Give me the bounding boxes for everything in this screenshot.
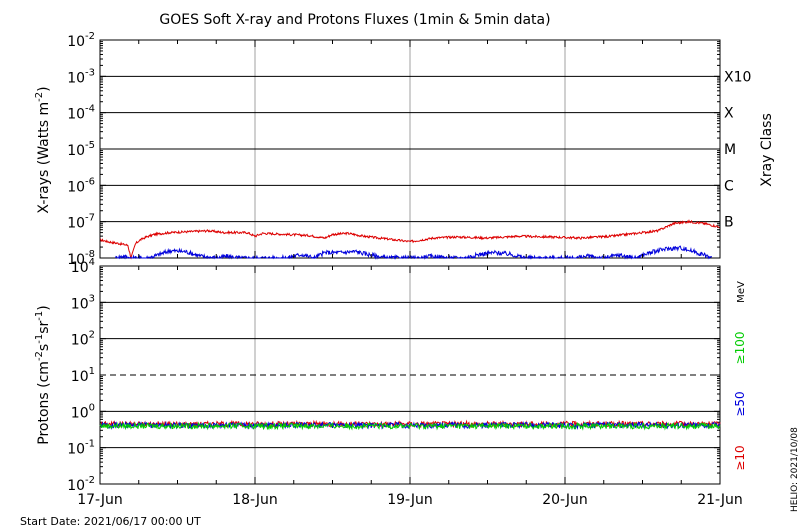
xray-panel: 10-810-710-610-510-410-310-2BCMXX10Xray … [34, 31, 775, 268]
y-tick-label: 103 [71, 293, 95, 312]
y-tick-label: 10-7 [67, 213, 95, 232]
energy-label: ≥10 [733, 445, 747, 470]
y-tick-label: 10-4 [67, 104, 95, 123]
x-tick-label: 19-Jun [387, 492, 433, 508]
y-tick-label: 10-5 [67, 140, 95, 159]
mev-label: MeV [736, 281, 747, 303]
y-tick-label: 101 [71, 366, 95, 385]
proton-y-axis-end: ) [36, 305, 52, 310]
xray-class-label: C [724, 178, 734, 194]
y-tick-label: 10-3 [67, 67, 95, 86]
y-tick-exponent: -6 [85, 176, 95, 187]
y-tick-exponent: -4 [85, 104, 95, 115]
proton-panel: 1 0 -2 10-1 100 101 102 103 104 MeV ≥100 ≥50 ≥10 Prot… [34, 257, 747, 494]
y-tick-label: 100 [71, 402, 95, 421]
y-tick-exponent: 2 [89, 330, 95, 341]
xray-class-label: X10 [724, 69, 751, 85]
time-axis: 17-Jun 18-Jun 19-Jun 20-Jun 21-Jun [77, 40, 743, 508]
x-tick-label: 17-Jun [77, 492, 123, 508]
proton-y-axis-exponent: -2 [34, 351, 45, 361]
xray-short-series [115, 245, 713, 260]
chart-title: GOES Soft X-ray and Protons Fluxes (1min… [159, 12, 550, 28]
y-tick-exponent: -2 [85, 31, 95, 42]
xray-y-axis-label: X-rays (Watts m-2) [34, 86, 52, 213]
energy-label: ≥50 [733, 391, 747, 416]
proton-y-axis-unit: sr [36, 320, 52, 333]
proton-series [99, 420, 721, 430]
xray-y-axis-exponent: -2 [34, 92, 45, 102]
proton-y-axis-exponent: -1 [34, 311, 45, 321]
y-tick-exponent: -7 [85, 213, 95, 224]
energy-label: ≥100 [733, 332, 747, 365]
y-tick-exponent: 0 [89, 402, 95, 413]
y-tick-label: 102 [71, 330, 95, 349]
y-tick-exponent: -3 [85, 67, 95, 78]
y-tick-exponent: -8 [85, 249, 95, 260]
x-tick-label: 18-Jun [232, 492, 278, 508]
proton-y-axis-label: Protons (cm-2s-1sr-1) [34, 305, 52, 444]
y-tick-exponent: -2 [85, 475, 95, 486]
xray-y-axis-end: ) [36, 86, 52, 91]
x-tick-label: 21-Jun [697, 492, 743, 508]
x-tick-label: 20-Jun [542, 492, 588, 508]
xray-class-axis-label: Xray Class [759, 113, 775, 187]
proton-y-axis-exponent: -1 [34, 334, 45, 344]
y-tick-label: 104 [71, 257, 95, 276]
xray-long-series [99, 219, 720, 260]
y-tick-exponent: 4 [89, 257, 95, 268]
y-tick-exponent: 3 [89, 293, 95, 304]
y-tick-label: 10-1 [67, 439, 95, 458]
credit-label: HELIO: 2021/10/08 [790, 427, 800, 512]
y-tick-label: 10-6 [67, 176, 95, 195]
y-tick-exponent: -1 [85, 439, 95, 450]
start-date-label: Start Date: 2021/06/17 00:00 UT [20, 515, 201, 528]
y-tick-label: 10-2 [67, 31, 95, 50]
xray-class-label: M [724, 142, 736, 158]
y-tick-exponent: 1 [89, 366, 95, 377]
xray-class-label: X [724, 106, 734, 122]
y-tick-exponent: -5 [85, 140, 95, 151]
proton-y-axis-unit: s [36, 344, 52, 351]
xray-class-label: B [724, 215, 734, 231]
proton-series [99, 421, 721, 431]
